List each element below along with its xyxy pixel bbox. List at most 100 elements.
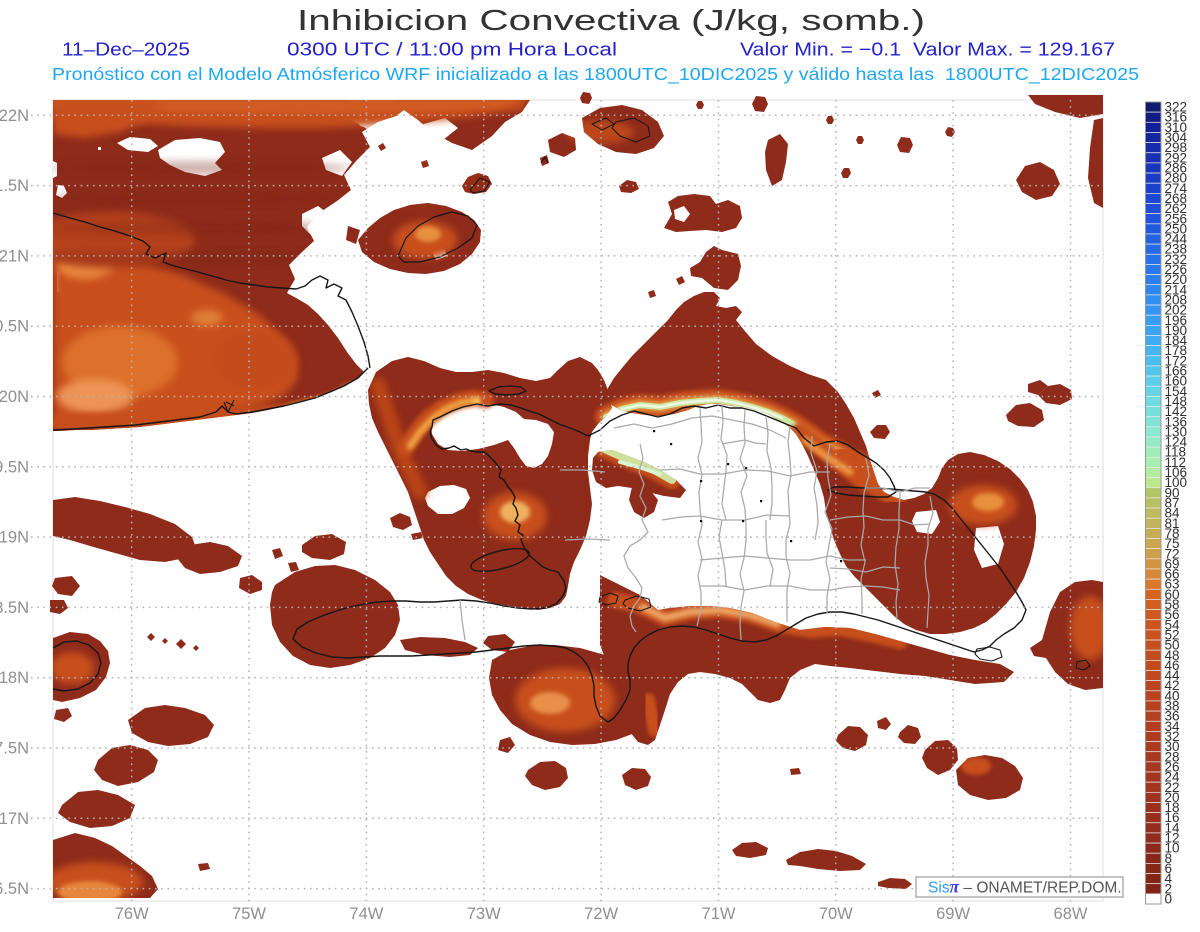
svg-text:2: 2 <box>1165 881 1173 896</box>
svg-text:69W: 69W <box>936 905 970 923</box>
svg-text:298: 298 <box>1165 140 1188 155</box>
svg-text:136: 136 <box>1165 414 1188 429</box>
svg-text:50: 50 <box>1165 638 1180 653</box>
svg-text:32: 32 <box>1165 729 1180 744</box>
svg-text:44: 44 <box>1165 668 1181 683</box>
svg-text:63: 63 <box>1165 577 1180 592</box>
svg-text:292: 292 <box>1165 150 1188 165</box>
svg-text:178: 178 <box>1165 343 1188 358</box>
svg-text:148: 148 <box>1165 394 1188 409</box>
svg-text:38: 38 <box>1165 699 1180 714</box>
svg-text:304: 304 <box>1165 130 1188 145</box>
svg-text:9.5N: 9.5N <box>0 458 29 476</box>
svg-text:24: 24 <box>1165 770 1181 785</box>
svg-text:160: 160 <box>1165 374 1188 389</box>
svg-text:17N: 17N <box>0 810 29 828</box>
svg-text:202: 202 <box>1165 303 1188 318</box>
svg-text:106: 106 <box>1165 465 1188 480</box>
svg-text:19N: 19N <box>0 529 29 547</box>
svg-text:20: 20 <box>1165 790 1180 805</box>
svg-text:Pronóstico con el Modelo Atmo: Pronóstico con el Modelo Atmósferico W… <box>52 64 1139 85</box>
svg-text:81: 81 <box>1165 516 1180 531</box>
svg-text:Inhibicion Convectiva (J/kg, s: Inhibicion Convectiva (J/kg, somb.) <box>297 5 925 37</box>
svg-text:16: 16 <box>1165 810 1180 825</box>
svg-text:226: 226 <box>1165 262 1188 277</box>
svg-text:0.5N: 0.5N <box>0 318 29 336</box>
svg-text:100: 100 <box>1165 475 1188 490</box>
svg-text:90: 90 <box>1165 485 1180 500</box>
svg-text:8: 8 <box>1165 851 1173 866</box>
svg-text:28: 28 <box>1165 749 1180 764</box>
svg-text:40: 40 <box>1165 688 1180 703</box>
svg-text:6.5N: 6.5N <box>0 880 29 898</box>
svg-text:Valor Min. = −0.1 Valor Max.: Valor Min. = −0.1 Valor Max. = 129.167 <box>740 39 1115 60</box>
svg-text:184: 184 <box>1165 333 1188 348</box>
svg-text:142: 142 <box>1165 404 1188 419</box>
svg-text:74W: 74W <box>349 905 383 923</box>
svg-text:66: 66 <box>1165 567 1180 582</box>
svg-text:4: 4 <box>1165 871 1173 886</box>
svg-text:190: 190 <box>1165 323 1188 338</box>
svg-text:286: 286 <box>1165 160 1188 175</box>
svg-text:118: 118 <box>1165 445 1187 460</box>
svg-text:214: 214 <box>1165 282 1188 297</box>
svg-text:26: 26 <box>1165 759 1180 774</box>
svg-text:8.5N: 8.5N <box>0 599 29 617</box>
svg-text:68W: 68W <box>1054 905 1088 923</box>
svg-text:73W: 73W <box>467 905 501 923</box>
svg-text:14: 14 <box>1165 820 1181 835</box>
svg-text:154: 154 <box>1165 384 1188 399</box>
svg-text:22N: 22N <box>0 107 29 125</box>
svg-text:18: 18 <box>1165 800 1180 815</box>
svg-text:78: 78 <box>1165 526 1180 541</box>
svg-text:54: 54 <box>1165 617 1181 632</box>
svg-text:10: 10 <box>1165 841 1180 856</box>
svg-text:60: 60 <box>1165 587 1180 602</box>
svg-text:84: 84 <box>1165 506 1181 521</box>
svg-text:36: 36 <box>1165 709 1180 724</box>
svg-text:20N: 20N <box>0 388 29 406</box>
svg-text:34: 34 <box>1165 719 1181 734</box>
svg-text:71W: 71W <box>702 905 736 923</box>
svg-text:244: 244 <box>1165 232 1188 247</box>
svg-text:75W: 75W <box>232 905 266 923</box>
svg-text:75: 75 <box>1165 536 1180 551</box>
svg-text:316: 316 <box>1165 110 1188 125</box>
svg-text:46: 46 <box>1165 658 1180 673</box>
svg-text:274: 274 <box>1165 181 1188 196</box>
svg-text:262: 262 <box>1165 201 1188 216</box>
svg-text:56: 56 <box>1165 607 1180 622</box>
svg-text:69: 69 <box>1165 556 1180 571</box>
svg-text:310: 310 <box>1165 120 1188 135</box>
svg-text:6: 6 <box>1165 861 1173 876</box>
svg-text:58: 58 <box>1165 597 1180 612</box>
svg-text:21N: 21N <box>0 247 29 265</box>
svg-text:42: 42 <box>1165 678 1180 693</box>
svg-text:172: 172 <box>1165 353 1188 368</box>
svg-text:12: 12 <box>1165 831 1180 846</box>
svg-text:166: 166 <box>1165 364 1188 379</box>
svg-text:280: 280 <box>1165 171 1188 186</box>
svg-text:256: 256 <box>1165 211 1188 226</box>
svg-text:208: 208 <box>1165 292 1188 307</box>
svg-text:0300 UTC / 11:00 pm Hora Local: 0300 UTC / 11:00 pm Hora Local <box>287 39 617 60</box>
svg-text:30: 30 <box>1165 739 1180 754</box>
svg-text:87: 87 <box>1165 496 1180 511</box>
svg-text:124: 124 <box>1165 435 1188 450</box>
svg-text:112: 112 <box>1165 455 1187 470</box>
svg-text:11–Dec–2025: 11–Dec–2025 <box>62 39 190 60</box>
svg-text:72: 72 <box>1165 546 1180 561</box>
svg-text:18N: 18N <box>0 669 29 687</box>
svg-text:22: 22 <box>1165 780 1180 795</box>
svg-text:232: 232 <box>1165 252 1188 267</box>
svg-text:70W: 70W <box>819 905 853 923</box>
svg-text:250: 250 <box>1165 221 1188 236</box>
svg-text:196: 196 <box>1165 313 1188 328</box>
svg-text:268: 268 <box>1165 191 1188 206</box>
svg-text:0: 0 <box>1165 891 1173 906</box>
svg-text:220: 220 <box>1165 272 1188 287</box>
svg-text:322: 322 <box>1165 100 1188 115</box>
svg-text:48: 48 <box>1165 648 1180 663</box>
svg-text:238: 238 <box>1165 242 1188 257</box>
svg-text:130: 130 <box>1165 424 1188 439</box>
